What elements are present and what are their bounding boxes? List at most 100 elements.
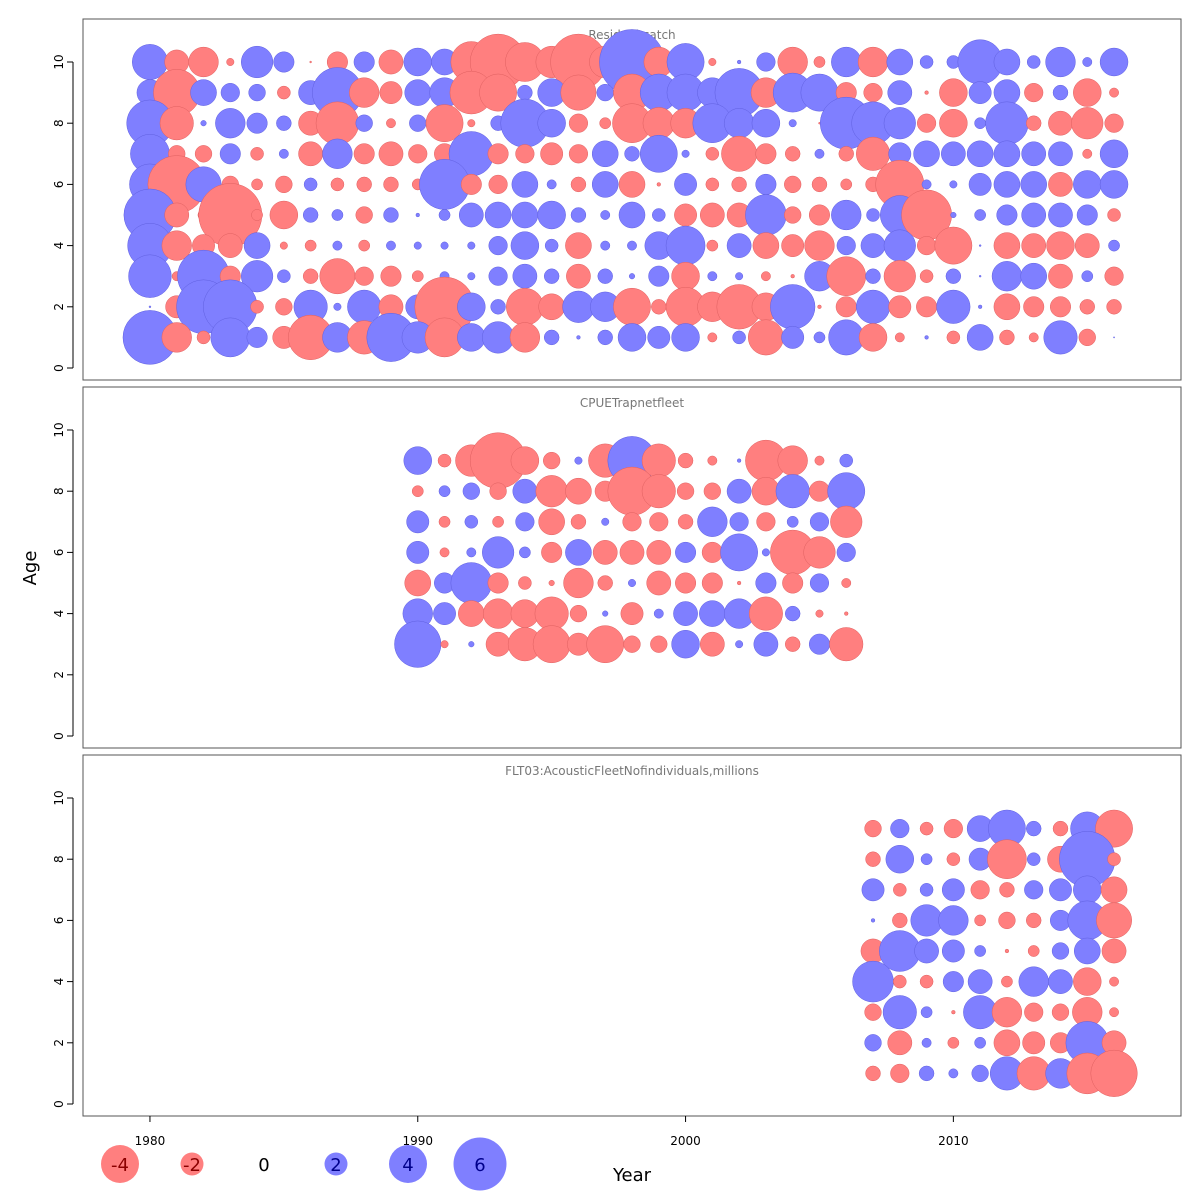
bubble [890, 819, 910, 839]
bubble [596, 83, 614, 102]
bubble [1026, 912, 1042, 929]
bubble [641, 474, 676, 509]
bubble [438, 209, 451, 221]
bubble [565, 539, 592, 566]
bubble [697, 506, 728, 537]
y-tick-label: 4 [52, 242, 66, 250]
y-tick-label: 10 [52, 422, 66, 437]
y-tick-label: 8 [52, 119, 66, 127]
bubble [860, 233, 886, 258]
bubble [700, 202, 725, 228]
legend-label: 6 [474, 1155, 485, 1176]
bubble [974, 209, 986, 221]
bubble [788, 119, 797, 128]
bubble [784, 605, 801, 622]
bubble [278, 148, 289, 159]
bubble [978, 244, 982, 247]
bubble [568, 144, 588, 164]
bubble [892, 912, 908, 929]
bubble [200, 120, 207, 127]
bubble [836, 236, 856, 256]
bubble [813, 56, 826, 68]
legend-bubble [389, 1145, 427, 1183]
bubble [510, 231, 540, 260]
bubble [1078, 328, 1096, 347]
bubble [784, 206, 802, 224]
bubble [1050, 296, 1071, 318]
bubble [1024, 880, 1044, 900]
bubble [735, 272, 744, 281]
bubble [543, 268, 560, 284]
bubble [1104, 266, 1124, 286]
bubble [355, 206, 373, 224]
bubble [737, 59, 742, 65]
bubble [993, 232, 1021, 259]
bubble [1048, 202, 1073, 228]
bubble [974, 117, 986, 130]
bubble [910, 904, 943, 937]
bubble [1081, 270, 1094, 283]
x-tick-label: 1990 [402, 1134, 433, 1148]
bubble [647, 325, 671, 349]
bubble [919, 883, 934, 897]
legend-bubble [101, 1145, 139, 1183]
bubble [1074, 233, 1100, 258]
bubble [893, 883, 907, 897]
legend-label: -4 [111, 1155, 129, 1176]
bubble [322, 138, 353, 169]
bubble [1099, 47, 1129, 77]
bubble [304, 239, 317, 252]
bubble [437, 453, 452, 468]
bubble [378, 49, 404, 75]
bubble [941, 878, 965, 902]
bubble [241, 260, 274, 293]
bubble [1109, 87, 1119, 98]
bubble [864, 1003, 882, 1021]
bubble [761, 548, 770, 557]
bubble [210, 317, 251, 358]
bubble [217, 233, 243, 258]
bubble [460, 173, 482, 195]
bubble [1082, 148, 1093, 159]
bubble [1100, 876, 1128, 904]
bubble [623, 635, 641, 653]
legend-bubble [453, 1137, 507, 1191]
bubble [753, 631, 779, 657]
bubble [671, 323, 700, 352]
bubble [921, 179, 932, 190]
bubble [675, 572, 697, 594]
bubble [777, 46, 808, 78]
bubble [273, 51, 295, 73]
bubble [701, 572, 723, 594]
bubble [656, 182, 661, 187]
bubble [974, 945, 986, 957]
bubble [380, 265, 402, 287]
bubble [653, 608, 664, 619]
bubble [913, 140, 940, 168]
bubble [970, 880, 990, 900]
bubble [1073, 170, 1102, 199]
bubble [650, 635, 668, 653]
bubble [705, 147, 720, 161]
y-tick-label: 6 [52, 917, 66, 925]
bubble [1021, 233, 1047, 258]
bubble [966, 324, 994, 351]
bubble [707, 271, 718, 282]
bubble [1026, 852, 1041, 866]
bubble [570, 514, 587, 530]
bubble [190, 79, 217, 106]
bubble [309, 60, 312, 64]
bubble [866, 208, 880, 222]
bubble [251, 178, 263, 191]
bubble [487, 143, 509, 165]
bubble [379, 81, 403, 105]
bubble [887, 1030, 913, 1056]
bubble [858, 323, 888, 352]
bubble [870, 918, 876, 923]
bubble [413, 241, 422, 250]
bubble [518, 576, 532, 590]
bubble [275, 175, 293, 194]
bubble [857, 46, 889, 78]
bubble [852, 960, 894, 1003]
bubble [809, 512, 830, 532]
